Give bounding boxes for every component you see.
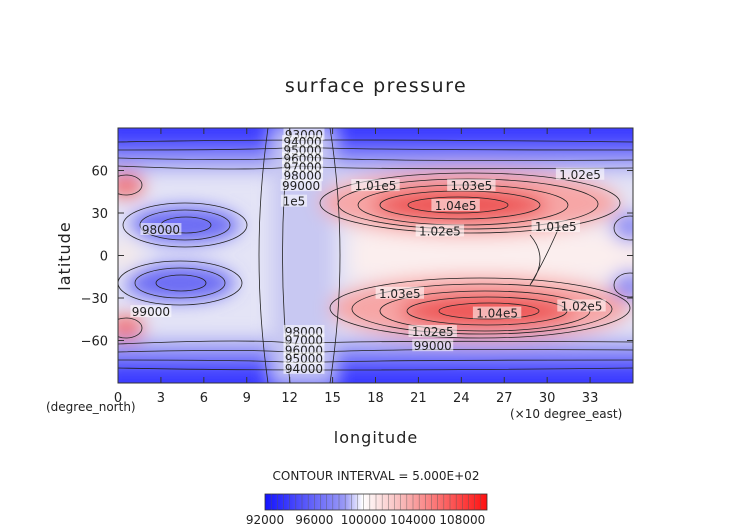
colorbar-tick-label: 96000 xyxy=(295,513,333,527)
contour-label-bg xyxy=(283,351,325,364)
contour-label-bg xyxy=(280,179,322,192)
contour-label-bg xyxy=(375,286,425,299)
contour-label: 94000 xyxy=(285,362,323,376)
contour-label-bg xyxy=(447,179,496,192)
contour-label-bg xyxy=(140,223,182,235)
contour-label: 1.01e5 xyxy=(535,220,577,234)
x-tick-label: 21 xyxy=(410,391,427,406)
contour-label-bg xyxy=(415,224,465,237)
colorbar-tick-label: 100000 xyxy=(341,513,387,527)
contour-label-bg xyxy=(555,167,605,180)
contour-label-bg xyxy=(283,333,325,346)
contour-label-bg xyxy=(408,325,457,337)
colorbar-tick-label: 104000 xyxy=(390,513,436,527)
y-tick-label: 30 xyxy=(91,207,108,222)
x-tick-label: 24 xyxy=(453,391,470,406)
y-tick-label: 0 xyxy=(100,250,108,265)
y-tick-label: −60 xyxy=(81,335,108,350)
north-polar-low xyxy=(118,128,633,150)
chart-title: surface pressure xyxy=(285,75,467,97)
contour-label: 1.02e5 xyxy=(412,325,454,339)
contour-label: 98000 xyxy=(142,223,180,237)
plot-area: 930009400095000960009700098000990001e51.… xyxy=(118,128,633,383)
x-tick-label: 12 xyxy=(281,391,298,406)
contour-label-bg xyxy=(130,305,172,318)
x-tick-label: 3 xyxy=(157,391,165,406)
colorbar-layer: 92000 96000 100000 104000 108000 xyxy=(246,494,485,527)
contour-label: 1.02e5 xyxy=(561,300,603,314)
contour-label: 99000 xyxy=(282,179,320,193)
contour-label-bg xyxy=(351,179,400,192)
contour-label-bg xyxy=(557,299,606,312)
contour-label: 1.02e5 xyxy=(559,168,601,182)
x-units-left: (degree_north) xyxy=(46,400,136,414)
contour-label: 1.04e5 xyxy=(476,307,518,321)
x-tick-label: 30 xyxy=(539,391,556,406)
colorbar-tick-label: 108000 xyxy=(439,513,485,527)
x-tick-label: 0 xyxy=(114,391,122,406)
contour-label-bg xyxy=(280,194,308,207)
x-tick-label: 6 xyxy=(200,391,208,406)
x-axis-label: longitude xyxy=(334,428,418,447)
contour-label-bg xyxy=(283,361,325,374)
x-units-right: (×10 degree_east) xyxy=(510,407,622,421)
contour-label-layer: 930009400095000960009700098000990001e51.… xyxy=(130,128,606,376)
contour-label: 1.01e5 xyxy=(355,179,397,193)
contour-label: 1.03e5 xyxy=(450,179,492,193)
x-tick-label: 9 xyxy=(243,391,251,406)
contour-label: 1.03e5 xyxy=(379,287,421,301)
contour-label: 1.02e5 xyxy=(419,224,461,238)
contour-label: 1.04e5 xyxy=(435,199,477,213)
y-axis-label: latitude xyxy=(55,221,74,290)
contour-label: 99000 xyxy=(414,339,452,353)
contour-label: 99000 xyxy=(132,305,170,319)
contour-interval-label: CONTOUR INTERVAL = 5.000E+02 xyxy=(273,469,480,483)
y-tick-label: 60 xyxy=(91,165,108,180)
contour-label: 1e5 xyxy=(283,195,306,209)
axis-layer: 0 3 6 9 12 15 18 21 24 27 30 33 60 30 0 −30 −60 xyxy=(81,128,633,406)
x-tick-label: 18 xyxy=(367,391,384,406)
contour-label-bg xyxy=(531,220,580,233)
contour-label-bg xyxy=(431,198,480,211)
y-tick-label: −30 xyxy=(81,292,108,307)
contour-label-bg xyxy=(412,339,454,352)
x-tick-label: 15 xyxy=(324,391,341,406)
x-tick-label: 33 xyxy=(582,391,599,406)
western-low-south xyxy=(125,265,235,301)
contour-label-bg xyxy=(282,169,324,182)
x-tick-label: 27 xyxy=(496,391,513,406)
colorbar-tick-label: 92000 xyxy=(246,513,284,527)
contour-label-bg xyxy=(472,306,522,319)
